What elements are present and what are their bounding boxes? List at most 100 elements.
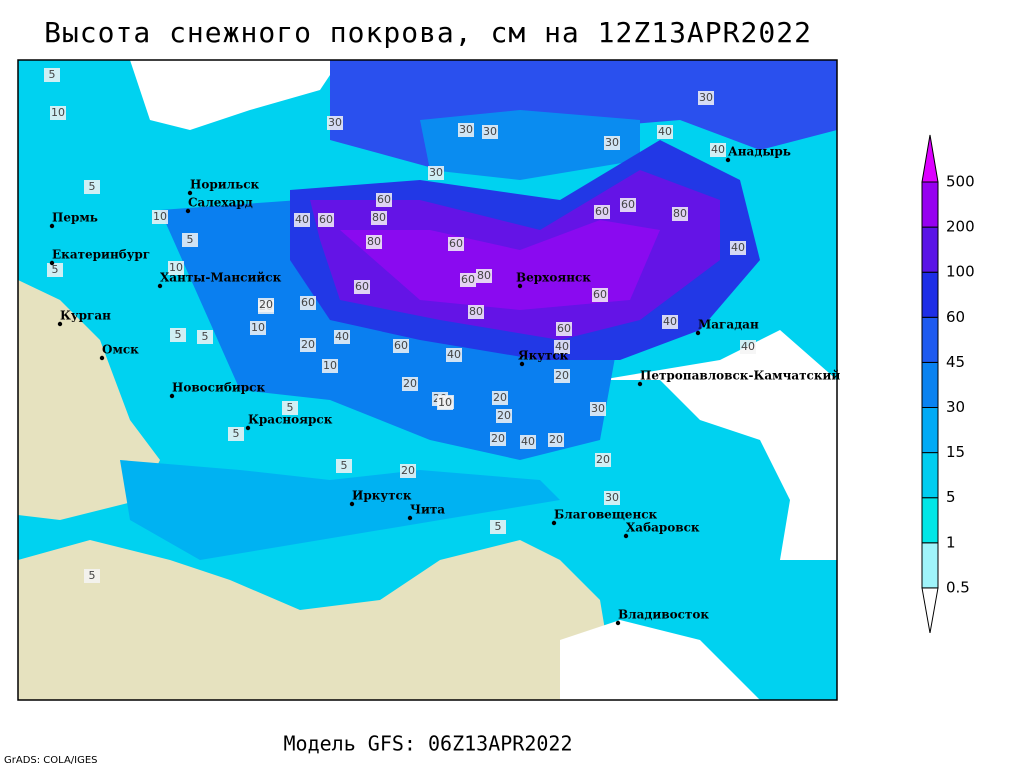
- city-label: Чита: [410, 503, 445, 517]
- contour-label: 60: [595, 205, 609, 218]
- legend-swatch: [921, 361, 939, 408]
- city-dot: [695, 330, 701, 336]
- snow-15b: [120, 460, 560, 560]
- contour-label: 30: [605, 136, 619, 149]
- contour-label-box: [554, 369, 570, 383]
- contour-label-box: [371, 211, 387, 225]
- contour-label-box: [393, 339, 409, 353]
- city-dot: [49, 260, 55, 266]
- contour-label-box: [168, 261, 184, 275]
- contour-label: 5: [233, 427, 240, 440]
- contour-label: 10: [251, 321, 265, 334]
- city-label: Анадырь: [728, 145, 791, 159]
- contour-label-box: [548, 433, 564, 447]
- contour-label-box: [294, 213, 310, 227]
- contour-label-box: [50, 106, 66, 120]
- contour-label-box: [595, 453, 611, 467]
- city-label: Пермь: [52, 211, 98, 225]
- legend-label: 0.5: [946, 578, 970, 596]
- contour-label-box: [400, 464, 416, 478]
- contour-label: 5: [49, 68, 56, 81]
- contour-label: 5: [202, 330, 209, 343]
- city-dot: [185, 208, 191, 214]
- contour-label-box: [554, 340, 570, 354]
- contour-label: 20: [555, 369, 569, 382]
- contour-label: 5: [495, 520, 502, 533]
- city-label: Салехард: [188, 196, 253, 210]
- contour-label-box: [620, 198, 636, 212]
- contour-label: 10: [153, 210, 167, 223]
- contour-label: 40: [521, 435, 535, 448]
- contour-label-box: [520, 435, 536, 449]
- contour-label-box: [556, 322, 572, 336]
- city-dot: [157, 283, 163, 289]
- contour-label-box: [376, 193, 392, 207]
- contour-label-box: [476, 269, 492, 283]
- contour-label-box: [300, 296, 316, 310]
- legend-arrow-high: [921, 134, 939, 183]
- contour-label: 80: [367, 235, 381, 248]
- legend-label: 15: [946, 443, 965, 461]
- contour-label: 80: [673, 207, 687, 220]
- contour-label: 30: [699, 91, 713, 104]
- city-dot: [519, 361, 525, 367]
- contour-label-box: [496, 409, 512, 423]
- contour-label-box: [282, 401, 298, 415]
- city-label: Норильск: [190, 178, 260, 192]
- contour-label-box: [300, 338, 316, 352]
- contour-label-box: [657, 125, 673, 139]
- contour-label: 5: [89, 569, 96, 582]
- contour-label-box: [460, 273, 476, 287]
- city-label: Верхоянск: [516, 271, 591, 285]
- contour-label-box: [604, 491, 620, 505]
- contour-label-box: [402, 377, 418, 391]
- contour-label: 5: [341, 459, 348, 472]
- contour-label: 20: [493, 391, 507, 404]
- contour-label-box: [730, 241, 746, 255]
- contour-label-box: [182, 233, 198, 247]
- city-label: Курган: [60, 309, 111, 323]
- contour-label: 20: [301, 338, 315, 351]
- contour-label-box: [428, 166, 444, 180]
- city-label: Иркутск: [352, 489, 412, 503]
- map-frame: [17, 59, 838, 701]
- legend-label: 500: [946, 173, 975, 191]
- city-dot: [615, 620, 621, 626]
- snow-200: [340, 220, 660, 310]
- contour-label: 20: [596, 453, 610, 466]
- city-dot: [517, 283, 523, 289]
- legend-label: 100: [946, 263, 975, 281]
- contour-label-box: [590, 402, 606, 416]
- contour-label: 10: [323, 359, 337, 372]
- contour-label-box: [354, 280, 370, 294]
- contour-label-box: [84, 180, 100, 194]
- legend-swatch: [921, 407, 939, 454]
- city-label: Якутск: [518, 349, 569, 363]
- legend-label: 60: [946, 308, 965, 326]
- legend-swatch: [921, 181, 939, 228]
- ocean: [560, 330, 837, 700]
- contour-label-box: [44, 68, 60, 82]
- city-label: Хабаровск: [626, 521, 700, 535]
- contour-label-box: [662, 315, 678, 329]
- contour-label: 30: [483, 125, 497, 138]
- city-label: Петропавловск-Камчатский: [640, 369, 840, 383]
- contour-label: 10: [169, 261, 183, 274]
- contour-label: 40: [295, 213, 309, 226]
- snow-15: [420, 110, 640, 180]
- contour-label-box: [490, 432, 506, 446]
- contour-label: 20: [497, 409, 511, 422]
- contour-label: 60: [319, 213, 333, 226]
- contour-label: 10: [51, 106, 65, 119]
- contour-label-box: [84, 569, 100, 583]
- contour-label: 60: [621, 198, 635, 211]
- contour-label-box: [710, 143, 726, 157]
- city-label: Красноярск: [248, 413, 333, 427]
- contour-label: 40: [335, 330, 349, 343]
- credit: GrADS: COLA/IGES: [4, 755, 98, 766]
- contour-label-box: [592, 288, 608, 302]
- map-area: [18, 60, 837, 700]
- city-dot: [623, 533, 629, 539]
- contour-label: 5: [89, 180, 96, 193]
- contour-label-box: [594, 205, 610, 219]
